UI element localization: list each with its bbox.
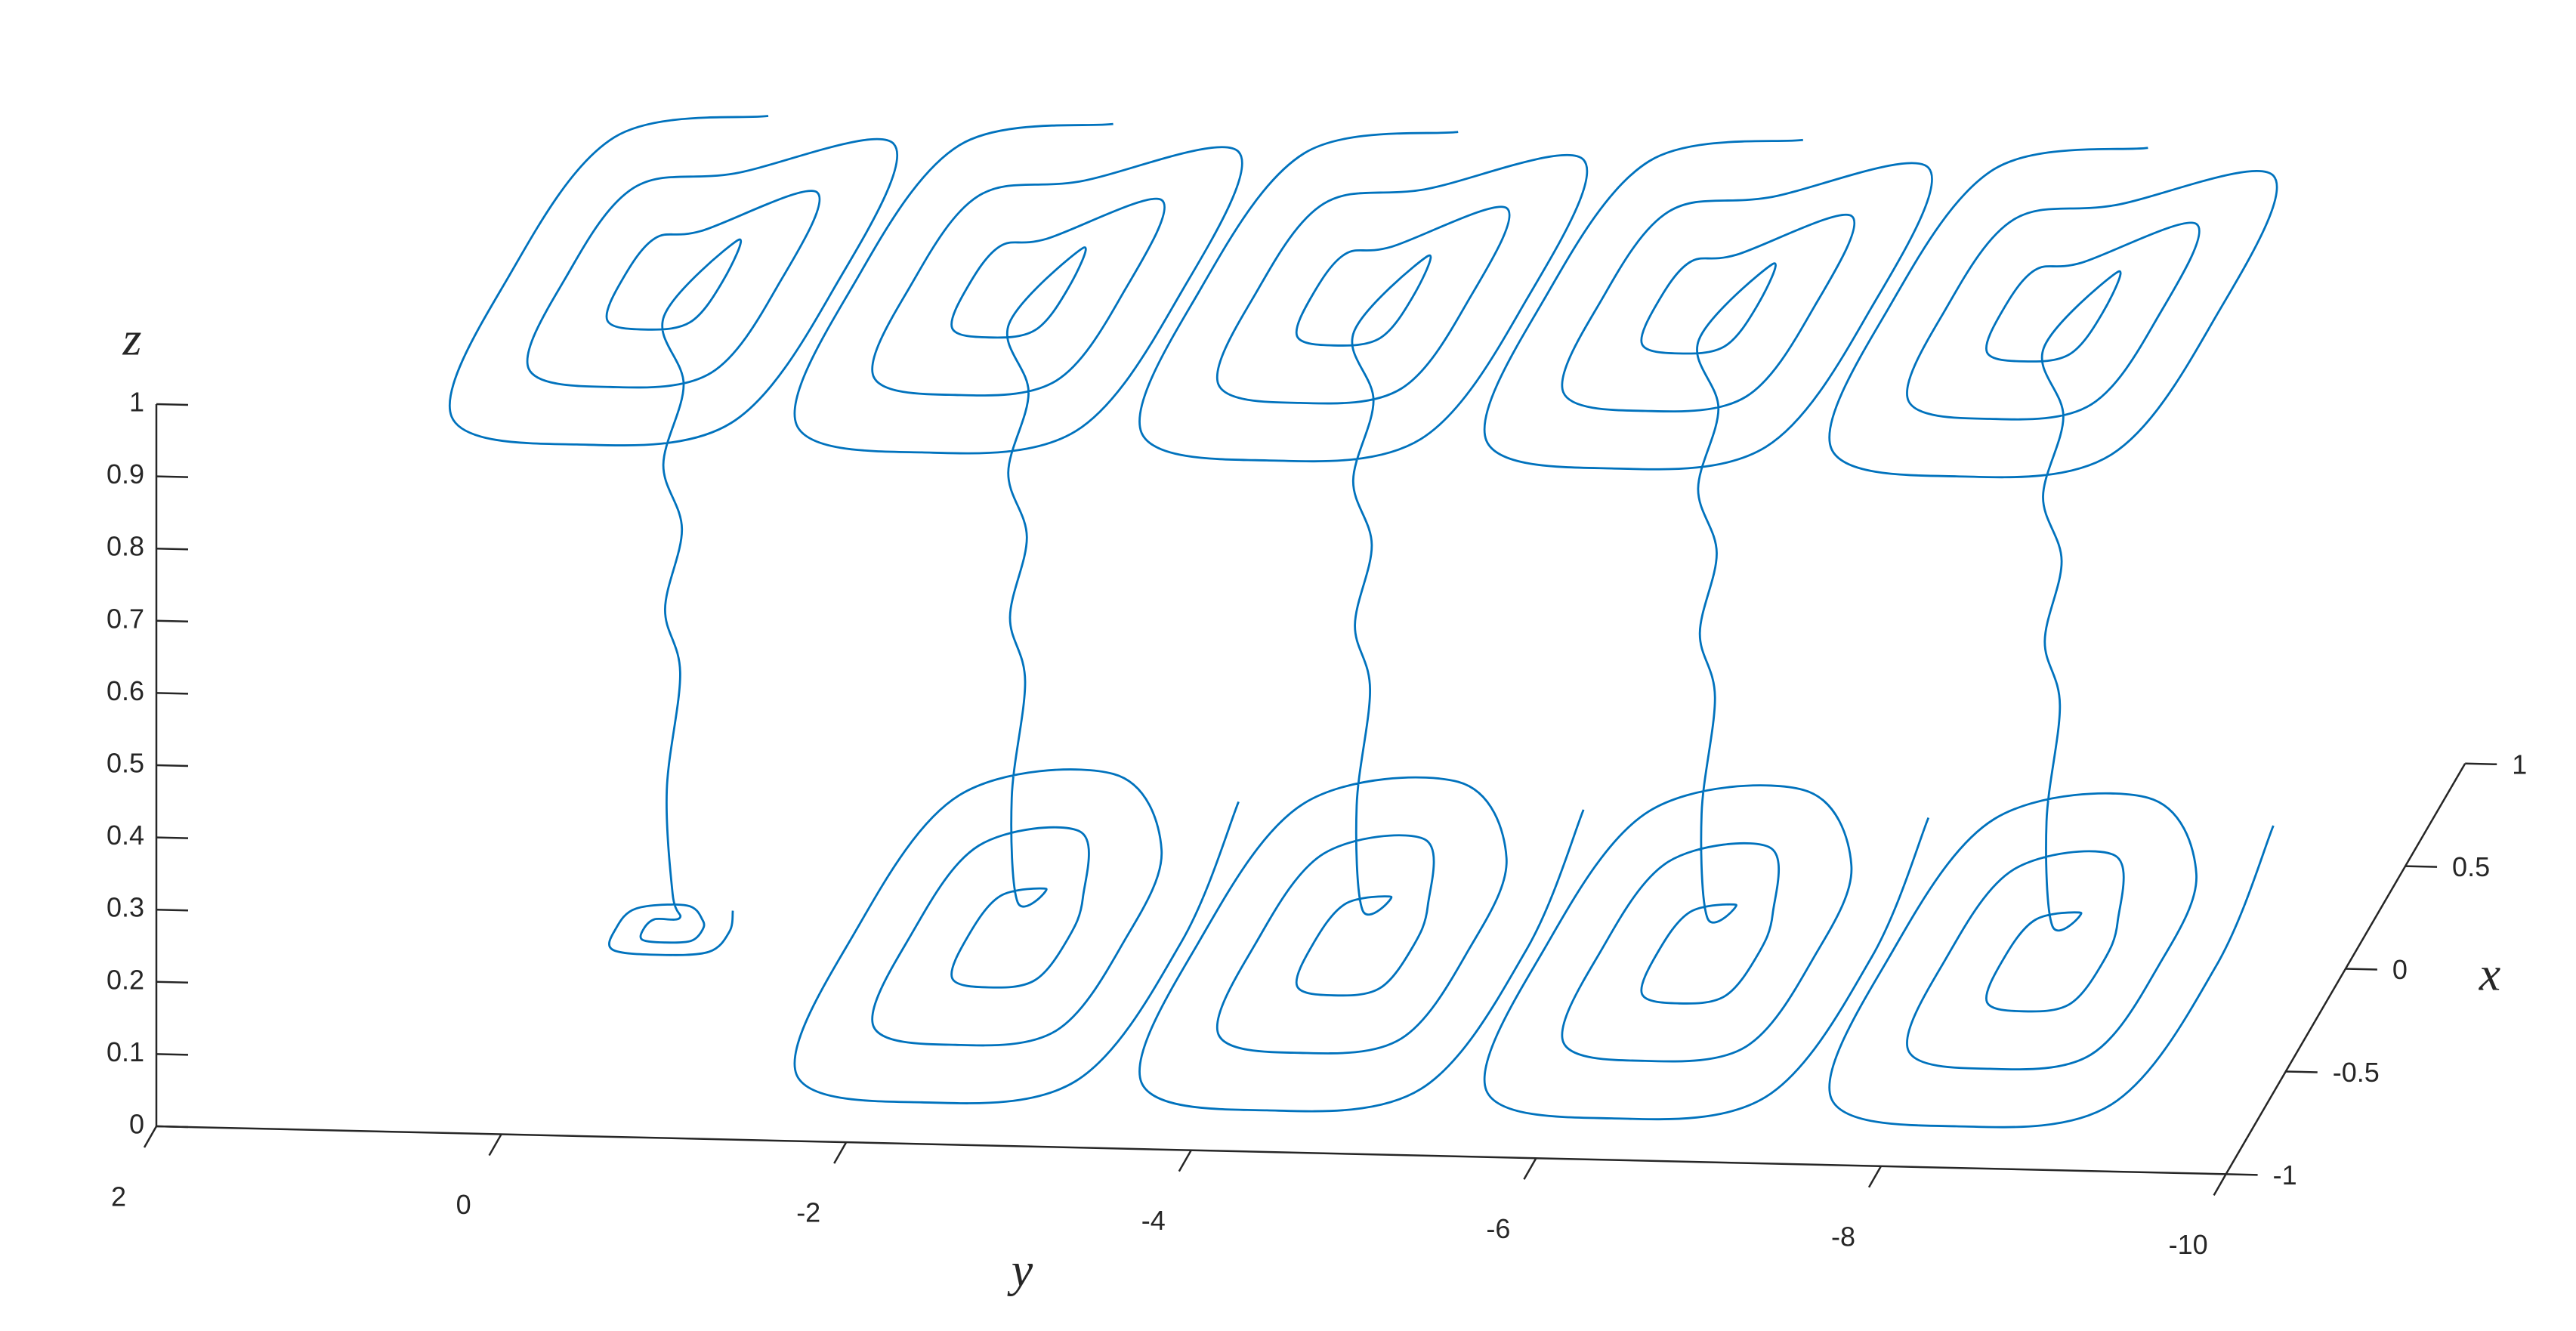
plot-area: [448, 115, 2278, 1129]
y-tick: [2213, 1173, 2227, 1196]
z-tick-label: 1: [129, 387, 144, 418]
x-tick: [2405, 865, 2438, 868]
z-tick-label: 0.7: [107, 603, 144, 634]
trajectory: [1828, 147, 2278, 1129]
x-tick: [2285, 1070, 2318, 1073]
z-tick-label: 0.3: [107, 892, 144, 923]
z-tick: [156, 764, 189, 767]
trajectory: [1138, 131, 1589, 1113]
z-tick-label: 0.9: [107, 459, 144, 489]
z-tick-label: 0.1: [107, 1036, 144, 1067]
trajectory: [1483, 138, 1933, 1121]
z-tick: [156, 403, 189, 406]
trajectory: [448, 115, 899, 956]
y-tick-label: -2: [796, 1197, 820, 1228]
trajectory: [793, 122, 1243, 1104]
y-tick: [488, 1133, 502, 1157]
z-tick: [156, 908, 189, 912]
y-tick: [1523, 1157, 1537, 1180]
x-tick: [2345, 968, 2377, 971]
x-tick-label: -0.5: [2333, 1057, 2380, 1088]
y-axis-line: [156, 1125, 2226, 1175]
axes: 0 0.1 0.2 0.3 0.4 0.5 0.6 0.7 0.8 0.9 1 2 0 -2 -4 -6 -8 -…: [107, 312, 2527, 1297]
x-tick-label: 0: [2392, 954, 2408, 985]
z-tick-label: 0.4: [107, 820, 144, 851]
y-tick-label: 2: [111, 1181, 126, 1212]
y-tick-label: -10: [2169, 1229, 2208, 1260]
z-tick: [156, 1125, 189, 1129]
x-tick: [2225, 1173, 2258, 1176]
z-tick-label: 0.8: [107, 531, 144, 562]
z-tick: [156, 547, 189, 551]
y-tick-label: -8: [1831, 1221, 1855, 1252]
y-tick: [143, 1126, 158, 1148]
z-tick-label: 0.2: [107, 964, 144, 995]
x-tick-label: 0.5: [2452, 851, 2490, 882]
x-tick-label: -1: [2273, 1160, 2297, 1190]
x-tick-label: 1: [2512, 749, 2527, 780]
y-tick: [833, 1141, 848, 1164]
y-axis-label: y: [1007, 1243, 1033, 1297]
z-tick: [156, 619, 189, 623]
z-tick: [156, 1053, 189, 1056]
z-tick-label: 0.5: [107, 748, 144, 779]
z-tick: [156, 980, 189, 984]
y-tick: [1867, 1166, 1883, 1188]
y-tick: [1178, 1150, 1192, 1172]
y-tick-label: 0: [456, 1189, 471, 1220]
x-axis-label: x: [2479, 947, 2500, 1001]
y-tick-label: -4: [1141, 1205, 1166, 1236]
y-tick-label: -6: [1486, 1213, 1510, 1244]
z-tick-label: 0: [129, 1109, 144, 1140]
z-tick-label: 0.6: [107, 675, 144, 706]
z-axis-label: z: [122, 312, 142, 366]
